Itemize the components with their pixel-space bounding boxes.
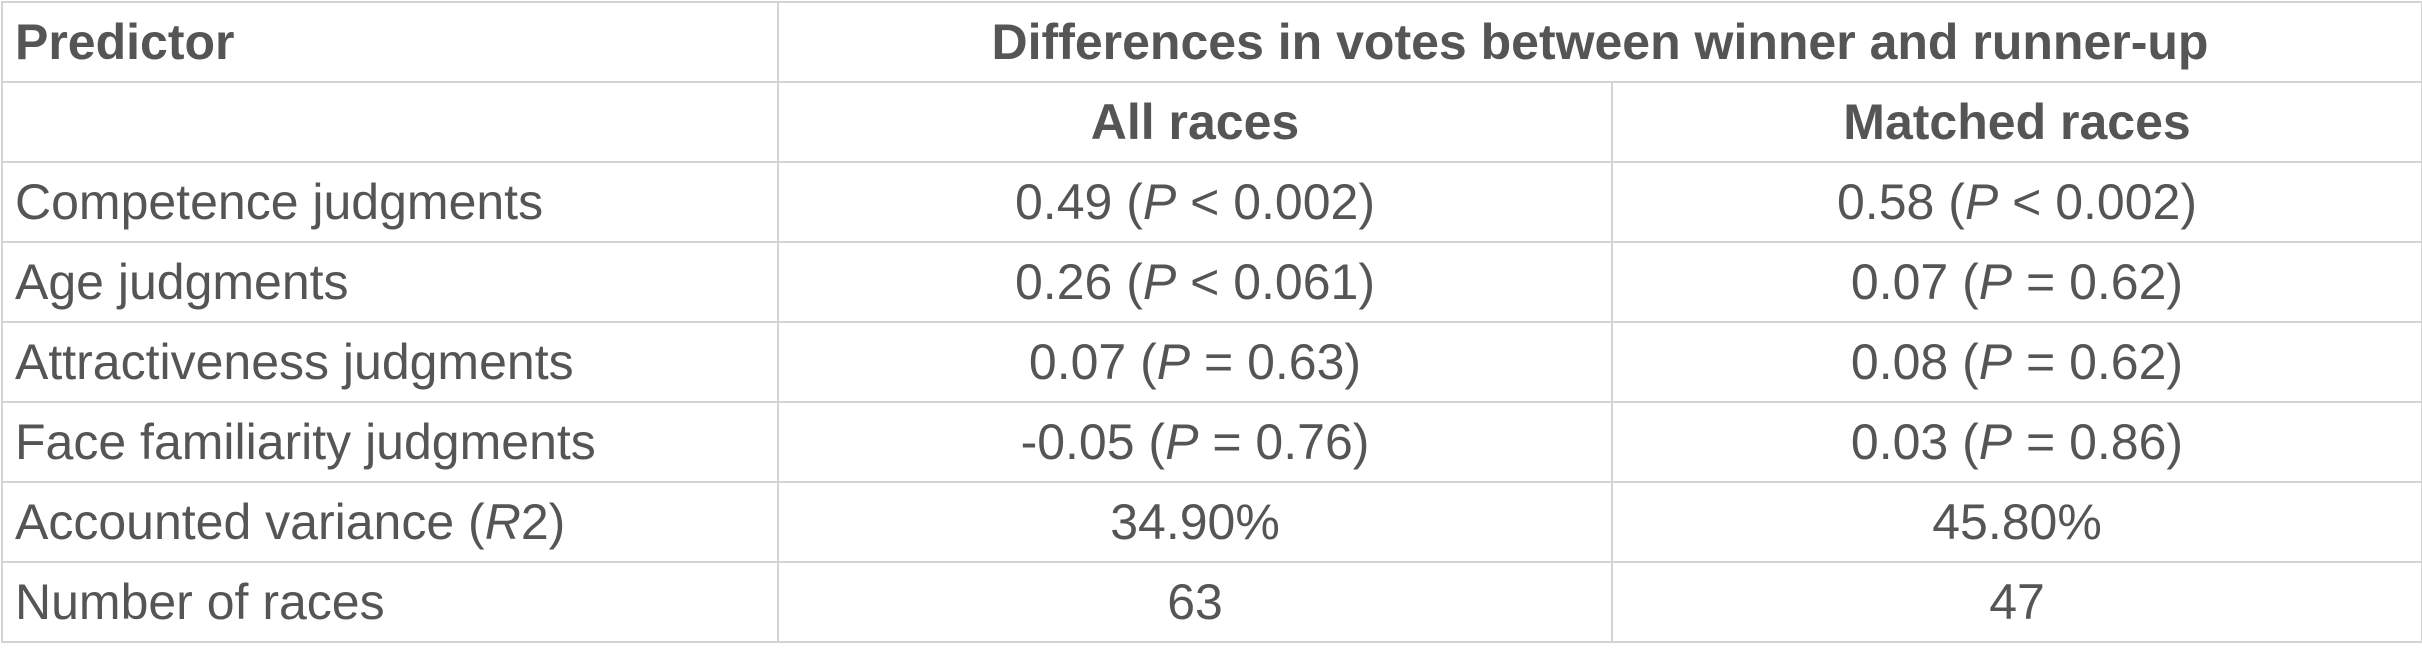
predictor-cell: Competence judgments: [1, 161, 779, 243]
data-row: Age judgments 0.26 (P < 0.061) 0.07 (P = 0…: [1, 241, 2422, 323]
data-row: Competence judgments 0.49 (P < 0.002) 0.58…: [1, 161, 2422, 243]
header-row: Predictor Differences in votes between w…: [1, 1, 2422, 83]
value-cell: 0.08 (P = 0.62): [1611, 321, 2422, 403]
italic-symbol: P: [1978, 254, 2013, 310]
header-cell: Predictor: [1, 1, 779, 83]
cell-text: Accounted variance (: [15, 494, 485, 550]
data-row: Number of races 63 47: [1, 561, 2422, 643]
cell-text: 0.26 (: [1015, 254, 1143, 310]
cell-text: 0.07 (: [1028, 334, 1157, 390]
cell-text: 0.07 (: [1850, 254, 1979, 310]
cell-text: 0.03 (: [1850, 414, 1979, 470]
header-cell: Matched races: [1611, 81, 2422, 163]
cell-text: = 0.62): [2012, 334, 2184, 390]
italic-symbol: P: [1165, 414, 1199, 470]
italic-symbol: P: [1156, 334, 1191, 390]
value-cell: 47: [1611, 561, 2422, 643]
results-table: Predictor Differences in votes between w…: [1, 1, 2422, 643]
data-row: Face familiarity judgments -0.05 (P = 0.7…: [1, 401, 2422, 483]
table-body: Predictor Differences in votes between w…: [1, 1, 2422, 643]
value-cell: 0.07 (P = 0.62): [1611, 241, 2422, 323]
cell-text: = 0.63): [1190, 334, 1362, 390]
cell-text: = 0.86): [2012, 414, 2184, 470]
predictor-cell: Accounted variance (R2): [1, 481, 779, 563]
cell-text: 0.58 (: [1837, 174, 1965, 230]
header-cell: All races: [777, 81, 1613, 163]
value-cell: 0.58 (P < 0.002): [1611, 161, 2422, 243]
value-cell: 45.80%: [1611, 481, 2422, 563]
data-row: Attractiveness judgments 0.07 (P = 0.63) 0…: [1, 321, 2422, 403]
cell-text: = 0.62): [2012, 254, 2184, 310]
italic-symbol: P: [1142, 254, 1177, 310]
value-cell: 34.90%: [777, 481, 1613, 563]
predictor-cell: Attractiveness judgments: [1, 321, 779, 403]
predictor-cell: Number of races: [1, 561, 779, 643]
predictor-cell: Age judgments: [1, 241, 779, 323]
italic-symbol: P: [1964, 174, 1999, 230]
cell-text: < 0.061): [1176, 254, 1375, 310]
cell-text: 0.49 (: [1015, 174, 1143, 230]
empty-cell: [1, 81, 779, 163]
italic-symbol: P: [1142, 174, 1177, 230]
italic-symbol: P: [1978, 334, 2013, 390]
value-cell: 0.03 (P = 0.86): [1611, 401, 2422, 483]
cell-text: = 0.76): [1198, 414, 1370, 470]
subheader-row: All races Matched races: [1, 81, 2422, 163]
value-cell: 0.07 (P = 0.63): [777, 321, 1613, 403]
cell-text: -0.05 (: [1020, 414, 1166, 470]
cell-text: < 0.002): [1176, 174, 1375, 230]
cell-text: < 0.002): [1998, 174, 2197, 230]
italic-symbol: R: [484, 494, 521, 550]
value-cell: 63: [777, 561, 1613, 643]
value-cell: 0.49 (P < 0.002): [777, 161, 1613, 243]
header-cell: Differences in votes between winner and …: [777, 1, 2422, 83]
predictor-cell: Face familiarity judgments: [1, 401, 779, 483]
italic-symbol: P: [1978, 414, 2013, 470]
value-cell: 0.26 (P < 0.061): [777, 241, 1613, 323]
data-row: Accounted variance (R2) 34.90% 45.80%: [1, 481, 2422, 563]
cell-text: 0.08 (: [1850, 334, 1979, 390]
value-cell: -0.05 (P = 0.76): [777, 401, 1613, 483]
cell-text: 2): [520, 494, 566, 550]
